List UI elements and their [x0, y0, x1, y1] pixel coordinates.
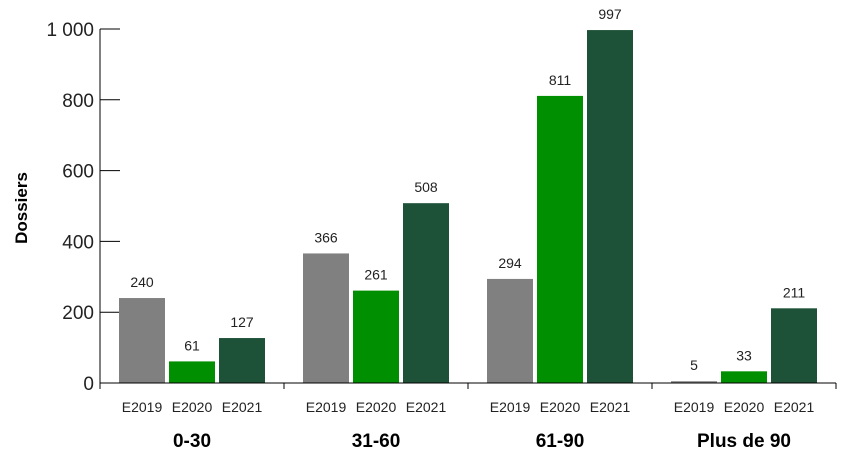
bar	[671, 381, 717, 383]
category-label: Plus de 90	[697, 431, 791, 451]
series-tick-label: E2019	[674, 399, 715, 415]
data-label: 997	[598, 6, 622, 22]
bar	[353, 290, 399, 383]
series-tick-label: E2019	[306, 399, 347, 415]
data-label: 261	[364, 267, 388, 283]
series-tick-label: E2021	[590, 399, 631, 415]
series-tick-label: E2021	[222, 399, 263, 415]
series-tick-label: E2019	[490, 399, 531, 415]
y-tick-label: 200	[62, 303, 94, 324]
series-tick-label: E2020	[356, 399, 397, 415]
bar	[487, 278, 533, 383]
y-tick-label: 1 000	[46, 20, 94, 41]
category-label: 61-90	[536, 431, 585, 451]
series-tick-label: E2020	[172, 399, 213, 415]
data-label: 811	[549, 72, 572, 88]
bar	[219, 338, 265, 383]
y-axis-label: Dossiers	[12, 172, 31, 244]
data-label: 127	[230, 314, 254, 330]
x-axis: E2019 E2020 E2021 0-30 E2019 E2020 E2021 31-60 E…	[99, 382, 837, 451]
data-label: 5	[690, 357, 698, 373]
bar	[119, 298, 165, 383]
bar	[587, 30, 633, 383]
category-label: 31-60	[352, 431, 401, 451]
series-tick-label: E2021	[406, 399, 447, 415]
category-label: 0-30	[173, 431, 211, 451]
series-tick-label: E2019	[122, 399, 163, 415]
data-labels: 240 61 127 366 261 508 294 811 997 5 33 211	[130, 6, 805, 373]
y-tick-label: 0	[83, 374, 94, 395]
data-label: 211	[783, 284, 806, 300]
y-tick-label: 800	[62, 91, 94, 112]
data-label: 508	[414, 179, 438, 195]
y-tick-label: 600	[62, 162, 94, 183]
y-axis: 0 200 400 600 800 1 000	[46, 20, 120, 395]
bar	[169, 361, 215, 383]
series-tick-label: E2020	[724, 399, 765, 415]
bar	[721, 371, 767, 383]
data-label: 61	[184, 337, 200, 353]
data-label: 366	[314, 229, 338, 245]
series-tick-label: E2021	[774, 399, 815, 415]
y-tick-label: 400	[62, 232, 94, 253]
data-label: 240	[130, 274, 154, 290]
bar	[303, 253, 349, 383]
data-label: 33	[736, 347, 752, 363]
data-label: 294	[498, 255, 522, 271]
bar	[537, 95, 583, 383]
bar	[403, 203, 449, 383]
bar	[771, 308, 817, 383]
series-tick-label: E2020	[540, 399, 581, 415]
bars	[119, 30, 817, 383]
